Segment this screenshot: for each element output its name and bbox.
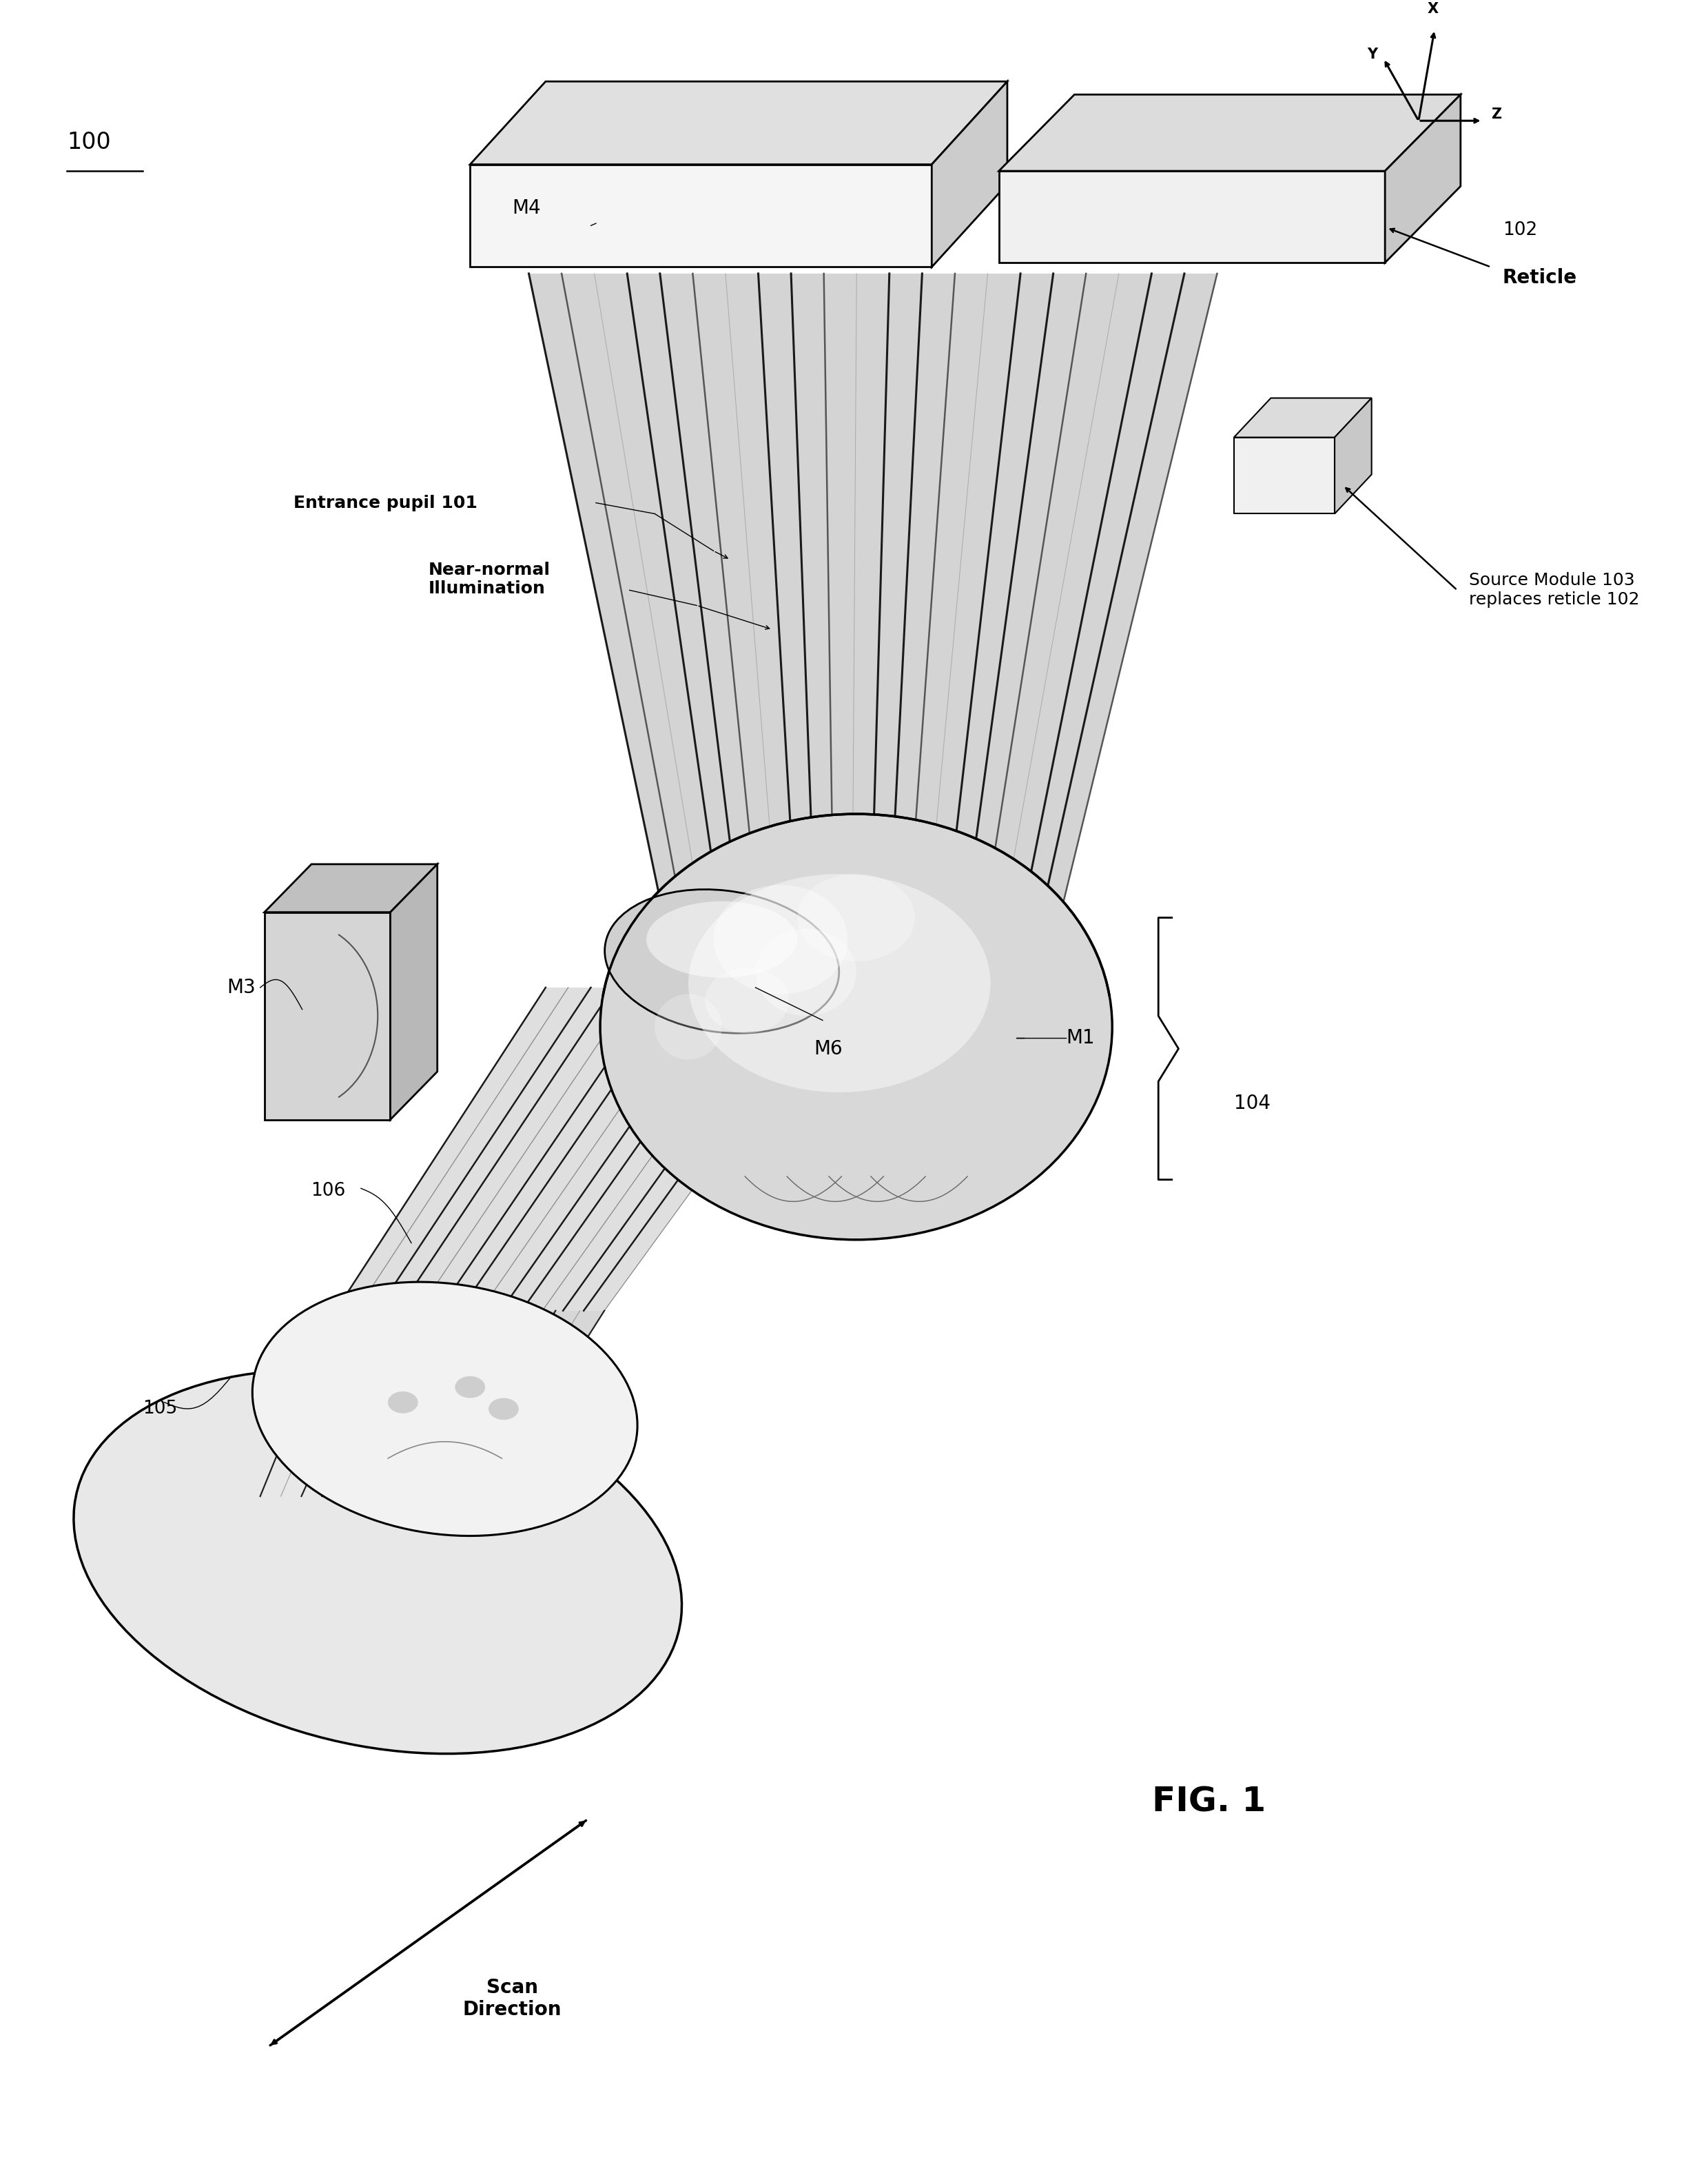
Polygon shape (260, 1310, 604, 1496)
Text: Entrance pupil 101: Entrance pupil 101 (293, 494, 477, 511)
Text: Near-normal
Illumination: Near-normal Illumination (428, 561, 550, 596)
Polygon shape (470, 81, 1007, 164)
Polygon shape (470, 164, 932, 266)
Text: Y: Y (1367, 48, 1377, 61)
Polygon shape (1384, 94, 1460, 262)
Text: FIG. 1: FIG. 1 (1152, 1784, 1266, 1819)
Ellipse shape (600, 815, 1113, 1241)
Ellipse shape (797, 874, 915, 961)
Polygon shape (529, 273, 1217, 994)
Text: 100: 100 (67, 131, 111, 153)
Polygon shape (1335, 397, 1372, 513)
Text: M3: M3 (226, 978, 255, 998)
Ellipse shape (713, 885, 848, 994)
Ellipse shape (253, 1282, 637, 1535)
Text: 106: 106 (310, 1182, 346, 1199)
Text: M6: M6 (814, 1040, 843, 1059)
Ellipse shape (755, 928, 856, 1016)
Text: Source Module 103
replaces reticle 102: Source Module 103 replaces reticle 102 (1469, 572, 1639, 607)
Polygon shape (1234, 437, 1335, 513)
Text: X: X (1426, 2, 1438, 15)
Text: Reticle: Reticle (1502, 269, 1576, 288)
Polygon shape (265, 913, 391, 1120)
Polygon shape (998, 94, 1460, 170)
Polygon shape (1234, 397, 1372, 437)
Ellipse shape (646, 902, 797, 978)
Ellipse shape (489, 1398, 519, 1420)
Ellipse shape (388, 1391, 418, 1413)
Text: Z: Z (1490, 107, 1502, 120)
Text: 104: 104 (1234, 1094, 1271, 1114)
Polygon shape (336, 987, 840, 1310)
Ellipse shape (654, 994, 722, 1059)
Polygon shape (391, 865, 437, 1120)
Text: 105: 105 (143, 1400, 177, 1417)
Text: M1: M1 (1066, 1029, 1094, 1048)
Text: M4: M4 (513, 199, 541, 218)
Ellipse shape (74, 1369, 681, 1754)
Ellipse shape (455, 1376, 486, 1398)
Ellipse shape (605, 889, 840, 1033)
Text: Scan
Direction: Scan Direction (462, 1977, 561, 2020)
Ellipse shape (688, 874, 990, 1092)
Ellipse shape (705, 968, 789, 1033)
Polygon shape (998, 170, 1384, 262)
Polygon shape (932, 81, 1007, 266)
Text: 102: 102 (1502, 221, 1538, 238)
Polygon shape (265, 865, 437, 913)
